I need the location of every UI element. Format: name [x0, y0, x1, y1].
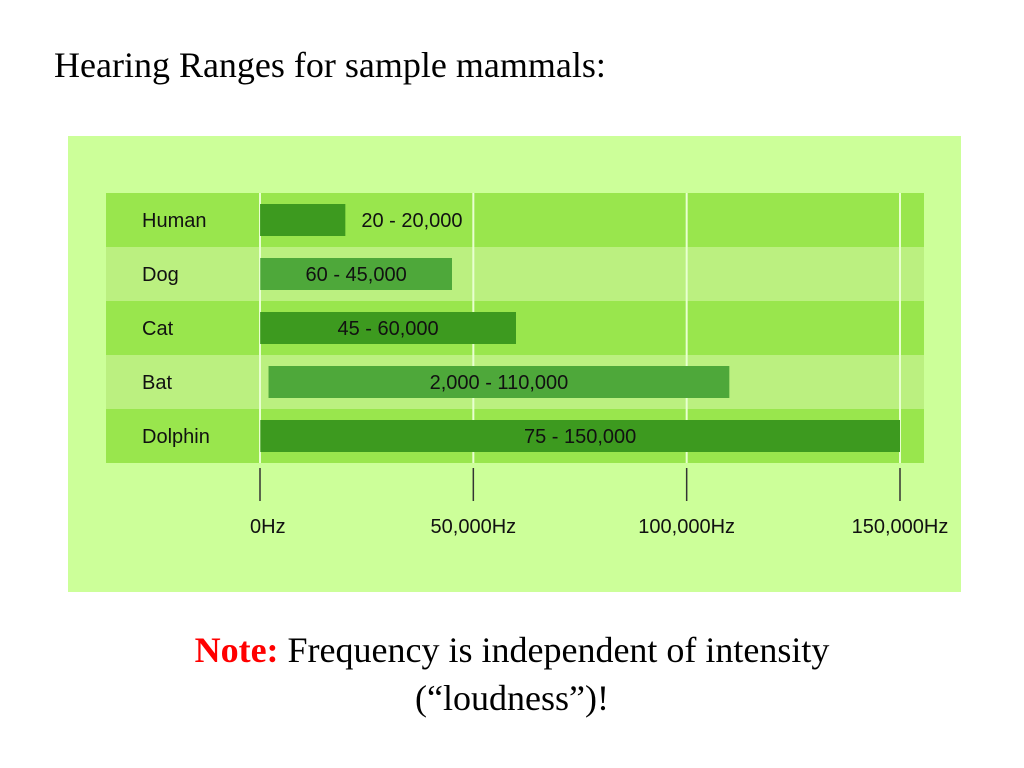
note-line-1: Note: Frequency is independent of intens…: [0, 626, 1024, 674]
hearing-range-chart: Human Dog Cat Bat Dolphin 20 - 20,000 60 - 45,…: [68, 136, 961, 592]
chart-svg: Human Dog Cat Bat Dolphin 20 - 20,000 60 - 45,…: [68, 136, 961, 592]
range-bar: [260, 258, 452, 290]
category-label: Bat: [142, 372, 172, 394]
data-label: 60 - 45,000: [306, 264, 407, 286]
range-bar: [268, 366, 730, 398]
note: Note: Frequency is independent of intens…: [0, 626, 1024, 722]
category-label: Dolphin: [142, 426, 210, 448]
range-bar: [260, 420, 900, 452]
data-label: 20 - 20,000: [361, 210, 462, 232]
x-tick-label: 0Hz: [250, 516, 286, 538]
category-label: Dog: [142, 264, 179, 286]
category-label: Cat: [142, 318, 174, 340]
category-label: Human: [142, 210, 206, 232]
range-bar: [260, 204, 346, 236]
x-tick-label: 100,000Hz: [638, 516, 735, 538]
x-tick-label: 150,000Hz: [852, 516, 949, 538]
note-text: Frequency is independent of intensity: [287, 630, 830, 670]
row-band: [106, 247, 924, 301]
row-band: [106, 193, 924, 247]
slide-title: Hearing Ranges for sample mammals:: [54, 45, 606, 85]
x-tick-label: 50,000Hz: [431, 516, 517, 538]
data-label: 2,000 - 110,000: [430, 372, 569, 394]
data-label: 75 - 150,000: [524, 426, 636, 448]
range-bar: [260, 312, 516, 344]
data-label: 45 - 60,000: [337, 318, 438, 340]
note-label: Note:: [194, 630, 279, 670]
note-line-2: (“loudness”)!: [415, 678, 609, 718]
